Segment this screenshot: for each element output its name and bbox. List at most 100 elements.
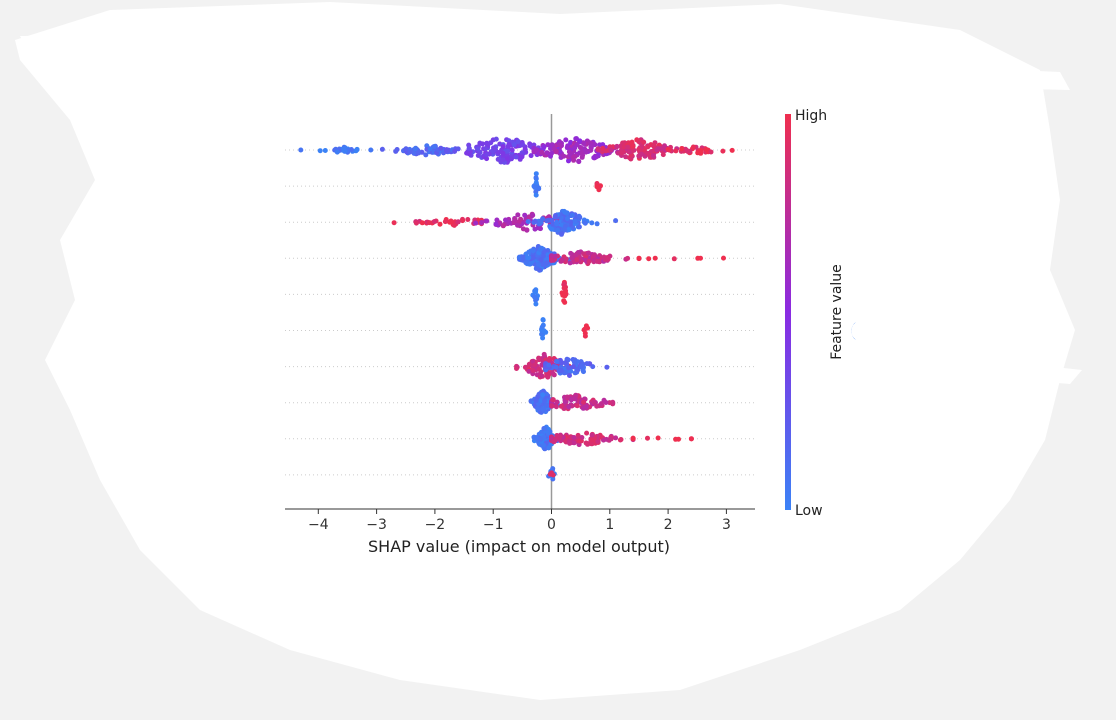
shap-point — [413, 220, 419, 226]
shap-point — [533, 175, 539, 181]
shap-point — [532, 218, 538, 224]
shap-point — [519, 154, 525, 160]
shap-point — [557, 142, 563, 148]
shap-point — [581, 399, 587, 405]
shap-point — [497, 220, 503, 226]
colorbar-low-label: Low — [795, 503, 823, 519]
beeswarm-points — [298, 136, 735, 482]
shap-point — [570, 364, 576, 370]
shap-point — [598, 401, 604, 407]
shap-point — [554, 358, 560, 364]
shap-point — [645, 435, 650, 441]
shap-point — [504, 156, 510, 162]
shap-point — [505, 148, 511, 154]
shap-point — [574, 403, 580, 409]
shap-point — [523, 260, 529, 266]
shap-point — [651, 153, 656, 159]
shap-point — [530, 367, 536, 373]
shap-point — [546, 362, 552, 368]
x-tick-label: 2 — [664, 517, 673, 533]
shap-point — [549, 218, 555, 224]
shap-point — [566, 158, 571, 164]
shap-point — [629, 139, 635, 145]
shap-point — [466, 146, 472, 152]
shap-point — [549, 403, 555, 409]
shap-point — [592, 142, 598, 148]
shap-point — [690, 144, 696, 150]
shap-point — [565, 227, 571, 233]
x-tick-label: 3 — [722, 517, 731, 533]
shap-point — [580, 367, 586, 373]
shap-point — [566, 365, 572, 371]
shap-point — [603, 400, 609, 405]
shap-point — [561, 153, 567, 159]
shap-point — [591, 155, 597, 161]
shap-point — [555, 227, 561, 233]
shap-point — [540, 335, 546, 341]
shap-point — [549, 257, 554, 263]
shap-point — [533, 301, 539, 307]
shap-point — [582, 220, 588, 226]
shap-point — [419, 220, 425, 226]
shap-point — [550, 397, 556, 403]
shap-point — [613, 435, 619, 441]
shap-point — [646, 256, 652, 262]
shap-point — [698, 147, 704, 153]
x-tick-label: 0 — [547, 517, 556, 533]
shap-point — [442, 219, 448, 225]
shap-point — [582, 333, 588, 339]
shap-point — [515, 222, 520, 228]
shap-point — [500, 157, 506, 163]
shap-point — [541, 249, 547, 255]
shap-point — [537, 247, 543, 253]
shap-point — [594, 258, 600, 264]
shap-point — [561, 285, 567, 291]
shap-point — [506, 142, 512, 147]
shap-point — [544, 260, 550, 266]
shap-point — [500, 150, 506, 156]
shap-point — [577, 138, 583, 144]
shap-point — [673, 436, 679, 442]
shap-point — [572, 218, 578, 224]
shap-point — [630, 143, 636, 149]
shap-point — [619, 150, 625, 156]
shap-point — [451, 222, 457, 228]
shap-point — [559, 257, 565, 263]
x-tick-label: −3 — [366, 517, 387, 533]
shap-point — [625, 144, 631, 150]
shap-point — [652, 255, 658, 261]
shap-point — [562, 399, 568, 405]
shap-point — [545, 374, 551, 380]
shap-point — [511, 142, 517, 148]
shap-point — [491, 145, 496, 151]
shap-point — [557, 434, 563, 440]
shap-point — [544, 256, 550, 262]
shap-point — [542, 398, 548, 404]
shap-point — [368, 147, 374, 153]
shap-point — [437, 221, 443, 227]
shap-point — [660, 152, 666, 158]
shap-point — [514, 366, 519, 371]
shap-point — [562, 360, 568, 366]
shap-point — [506, 138, 512, 144]
shap-point — [655, 435, 661, 441]
brush-streak — [800, 60, 1070, 90]
shap-point — [493, 221, 499, 227]
shap-point — [515, 139, 521, 145]
shap-point — [532, 294, 537, 300]
x-tick-label: 1 — [605, 517, 614, 533]
shap-point — [509, 147, 515, 153]
shap-point — [540, 216, 546, 222]
shap-point — [483, 146, 488, 152]
shap-point — [679, 146, 685, 151]
shap-point — [539, 362, 545, 368]
shap-point — [589, 441, 595, 447]
shap-point — [537, 226, 543, 231]
shap-point — [549, 253, 554, 259]
shap-point — [586, 250, 592, 256]
shap-point — [573, 136, 579, 142]
shap-point — [645, 144, 651, 150]
shap-point — [540, 317, 546, 323]
brush-streak — [900, 350, 1082, 384]
shap-point — [554, 221, 560, 227]
